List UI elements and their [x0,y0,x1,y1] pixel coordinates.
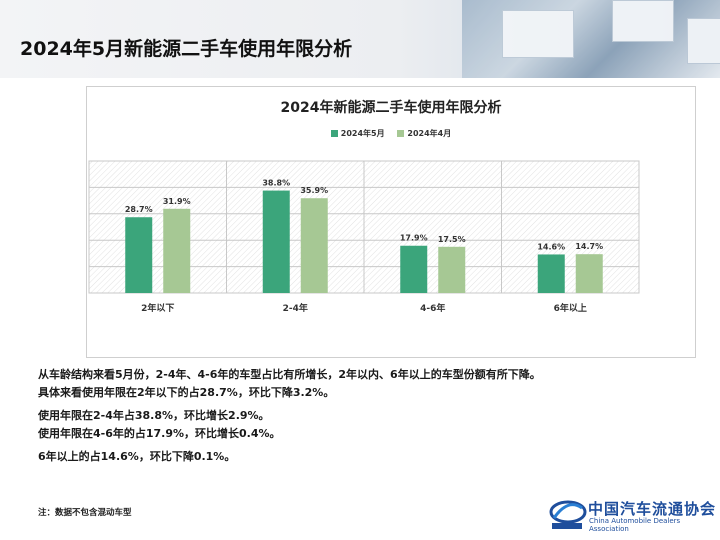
data-label: 35.9% [300,186,328,195]
footnote: 注：数据不包含混动车型 [38,508,132,518]
legend-swatch-may [330,130,338,137]
note-line: 使用年限在2-4年占38.8%，环比增长2.9%。 [38,409,270,422]
legend-label-may: 2024年5月 [340,129,385,138]
chart-legend: 2024年5月 2024年4月 [87,128,695,139]
bar-april [575,254,603,293]
page-title: 2024年5月新能源二手车使用年限分析 [20,38,353,60]
bar-april [163,208,191,293]
photo-cube [612,0,674,42]
chart-title: 2024年新能源二手车使用年限分析 [280,100,502,116]
bar-chart: 28.7% 31.9% 2年以下 38.8% 35.9% 2-4年 17.9% 17.5% 4-… [88,160,640,314]
data-label: 28.7% [125,205,153,214]
chart-frame: 28.7% 31.9% 2年以下 38.8% 35.9% 2-4年 17.9% 17.5% 4-… [86,86,696,358]
x-tick-label: 2-4年 [283,302,308,314]
photo-cube [687,18,720,64]
x-tick-label: 2年以下 [141,302,174,314]
analysis-notes: 从车龄结构来看5月份，2-4年、4-6年的车型占比有所增长，2年以内、6年以上的… [38,368,698,464]
data-label: 17.5% [438,235,466,244]
logo-name-en: China Automobile Dealers Association [589,517,681,533]
data-label: 31.9% [163,197,191,206]
cada-logo-icon [549,500,587,529]
x-tick-label: 4-6年 [420,302,445,314]
bar-may [262,190,290,293]
bar-april [300,198,328,293]
note-line: 6年以上的占14.6%，环比下降0.1%。 [38,450,236,463]
data-label: 17.9% [400,234,428,243]
bar-april [438,246,466,293]
note-line: 具体来看使用年限在2年以下的占28.7%，环比下降3.2%。 [38,386,335,399]
data-label: 14.7% [575,242,603,251]
legend-swatch-april [397,130,405,137]
photo-cube [502,10,574,58]
legend-item-april: 2024年4月 [397,128,451,139]
note-line: 从车龄结构来看5月份，2-4年、4-6年的车型占比有所增长，2年以内、6年以上的… [38,368,541,381]
data-label: 38.8% [262,179,290,188]
legend-item-may: 2024年5月 [330,128,385,139]
note-line: 使用年限在4-6年的占17.9%，环比增长0.4%。 [38,427,281,440]
bar-may [125,217,153,293]
logo-name-cn: 中国汽车流通协会 [588,500,717,518]
header-photo [462,0,720,78]
bar-may [400,245,428,293]
x-tick-label: 6年以上 [554,302,587,314]
bar-may [537,254,565,293]
data-label: 14.6% [537,242,565,251]
legend-label-april: 2024年4月 [407,129,452,138]
